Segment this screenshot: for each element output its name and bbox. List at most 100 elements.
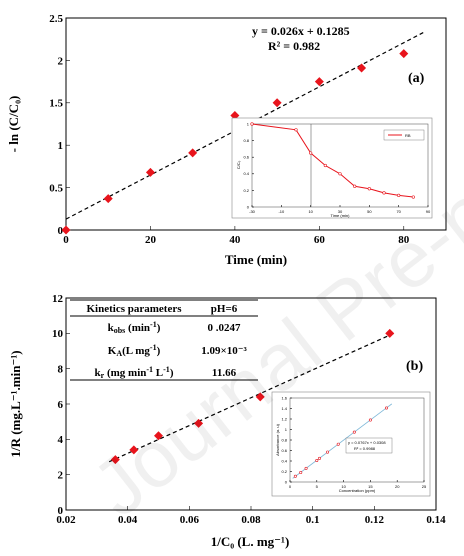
panel-b-ytick-label: 4 <box>58 434 64 446</box>
inset-a-series-line <box>251 123 414 198</box>
kinetics-table: Kinetics parameters pH=6 kobs (min-1) 0 … <box>70 299 258 381</box>
panel-b-ylabel: 1/R (mg.L⁻¹.min⁻¹) <box>8 350 23 457</box>
panel-b-ytick-label: 10 <box>52 328 64 340</box>
table-row-ka-value: 1.09×10⁻³ <box>201 345 247 357</box>
panel-a-data-point <box>103 194 113 204</box>
panel-a-y-ticks: 0 0.5 1 1.5 2 2.5 <box>49 13 70 237</box>
panel-a-ytick-label: 1 <box>58 140 64 152</box>
inset-b-xtick-label: 15 <box>368 484 373 489</box>
inset-b-fit-line <box>292 403 393 479</box>
inset-a-ytick-label: 0.8 <box>243 138 249 143</box>
inset-b-eq-box <box>345 437 393 454</box>
inset-b-ytick-label: 0.6 <box>281 448 287 453</box>
inset-a-ytick-label: 1 <box>247 121 250 126</box>
inset-a-xtick-label: -10 <box>278 209 285 214</box>
inset-b-data-point <box>384 406 388 410</box>
panel-a-ytick-label: 1.5 <box>49 98 63 110</box>
inset-a-data-point <box>353 184 357 188</box>
panel-b-label: (b) <box>406 359 423 374</box>
inset-b-ytick-label: 0 <box>285 479 288 484</box>
table-row-ka-label: KA(L mg-1) <box>108 343 161 358</box>
panel-b-points <box>110 328 395 465</box>
inset-a-xtick-label: 30 <box>338 209 343 214</box>
inset-b-xtick-label: 25 <box>422 484 427 489</box>
inset-a-xtick-label: 10 <box>308 209 313 214</box>
panel-b-inset: 0 0.2 0.4 0.6 0.8 1 1.2 1.4 1.6 0 5 10 15 20 25 y = 0… <box>271 391 431 497</box>
panel-b-fit-line <box>108 331 397 463</box>
inset-b-r2: R² = 0.9988 <box>354 446 376 451</box>
panel-a-fit-line <box>65 31 426 220</box>
panel-a-label: (a) <box>408 71 425 86</box>
panel-b-ytick-label: 8 <box>58 364 64 376</box>
panel-b-xtick-label: 0.08 <box>241 514 261 526</box>
inset-b-ytick-label: 0.8 <box>281 437 287 442</box>
inset-a-data-point <box>323 163 327 168</box>
inset-a-legend-box <box>383 129 425 141</box>
inset-a-ylabel: C/C₀ <box>236 160 241 169</box>
panel-a-ytick-label: 2 <box>58 55 64 67</box>
panel-a-data-point <box>61 225 71 235</box>
inset-a-ytick-label: 0.2 <box>243 188 249 193</box>
inset-a-legend-label: RB <box>405 133 411 138</box>
panel-b-data-point <box>194 418 204 428</box>
inset-b-xtick-label: 0 <box>289 484 292 489</box>
panel-b-xtick-label: 0.02 <box>56 514 76 526</box>
panel-b-xlabel: 1/C₀ (L. mg⁻¹) <box>211 534 290 549</box>
panel-a-data-point <box>145 167 155 177</box>
inset-b-x-ticks: 0 5 10 15 20 25 <box>289 480 427 489</box>
inset-a-data-point <box>338 172 342 176</box>
panel-a-points <box>61 49 409 235</box>
panel-b-data-point <box>129 445 139 455</box>
inset-b-data-point <box>336 442 340 446</box>
panel-b-x-ticks: 0.02 0.04 0.06 0.08 0.1 0.12 0.14 <box>56 506 446 526</box>
inset-b-ytick-label: 1.2 <box>281 416 287 421</box>
panel-a-ytick-label: 2.5 <box>49 13 63 25</box>
inset-b-xlabel: Concentration (ppm) <box>339 488 376 493</box>
panel-b-data-point <box>255 392 265 402</box>
panel-a-ytick-label: 0 <box>58 225 64 237</box>
inset-b-data-point <box>304 466 308 470</box>
panel-b-xtick-label: 0.12 <box>365 514 385 526</box>
panel-b-xtick-label: 0.14 <box>426 514 446 526</box>
panel-a-xlabel: Time (min) <box>225 252 287 267</box>
inset-a-data-point <box>397 193 401 197</box>
panel-a-xtick-label: 20 <box>145 234 157 246</box>
panel-a-xtick-label: 80 <box>398 234 410 246</box>
inset-a-xtick-label: 70 <box>396 209 401 214</box>
panel-a-x-ticks: 0 20 40 60 80 <box>63 226 410 246</box>
panel-a-ytick-label: 0.5 <box>49 182 63 194</box>
panel-a: 0 0.5 1 1.5 2 2.5 0 20 40 60 80 y = 0.026x + 0.12… <box>6 13 447 267</box>
panel-b-data-point <box>154 431 163 441</box>
table-row-kobs-value: 0 .0247 <box>208 322 242 334</box>
inset-a-xtick-label: 50 <box>367 209 372 214</box>
table-row-kr-label: kr (mg min-1 L-1) <box>95 365 174 380</box>
panel-a-data-point <box>357 63 367 73</box>
table-row-kr-value: 11.66 <box>212 367 237 379</box>
panel-a-xtick-label: 0 <box>63 234 69 246</box>
inset-a-data-point <box>411 195 415 199</box>
inset-b-points <box>293 406 388 478</box>
inset-b-data-point <box>368 418 372 422</box>
panel-b-ytick-label: 0 <box>58 505 64 517</box>
inset-b-ytick-label: 1.6 <box>281 395 287 400</box>
inset-b-xtick-label: 10 <box>341 484 346 489</box>
table-header-param: Kinetics parameters <box>87 303 183 315</box>
panel-a-xtick-label: 60 <box>314 234 326 246</box>
panel-a-r2: R² = 0.982 <box>268 39 320 53</box>
inset-a-x-ticks: -30 -10 10 30 50 70 90 <box>249 205 431 214</box>
plot-a-frame <box>65 17 447 231</box>
panel-a-data-point <box>399 49 409 59</box>
inset-a-series-points <box>250 122 415 199</box>
inset-a-xlabel: Time (min) <box>331 213 351 218</box>
panel-a-xtick-label: 40 <box>229 234 241 246</box>
inset-b-data-point <box>317 456 321 460</box>
inset-b-data-point <box>315 458 319 462</box>
inset-a-data-point <box>367 187 371 191</box>
panel-b-xtick-label: 0.04 <box>118 514 138 526</box>
panel-a-data-point <box>272 98 282 108</box>
inset-b-ytick-label: 0.4 <box>281 458 287 463</box>
inset-b-y-ticks: 0 0.2 0.4 0.6 0.8 1 1.2 1.4 1.6 <box>281 395 292 484</box>
panel-b-ytick-label: 12 <box>52 293 64 305</box>
